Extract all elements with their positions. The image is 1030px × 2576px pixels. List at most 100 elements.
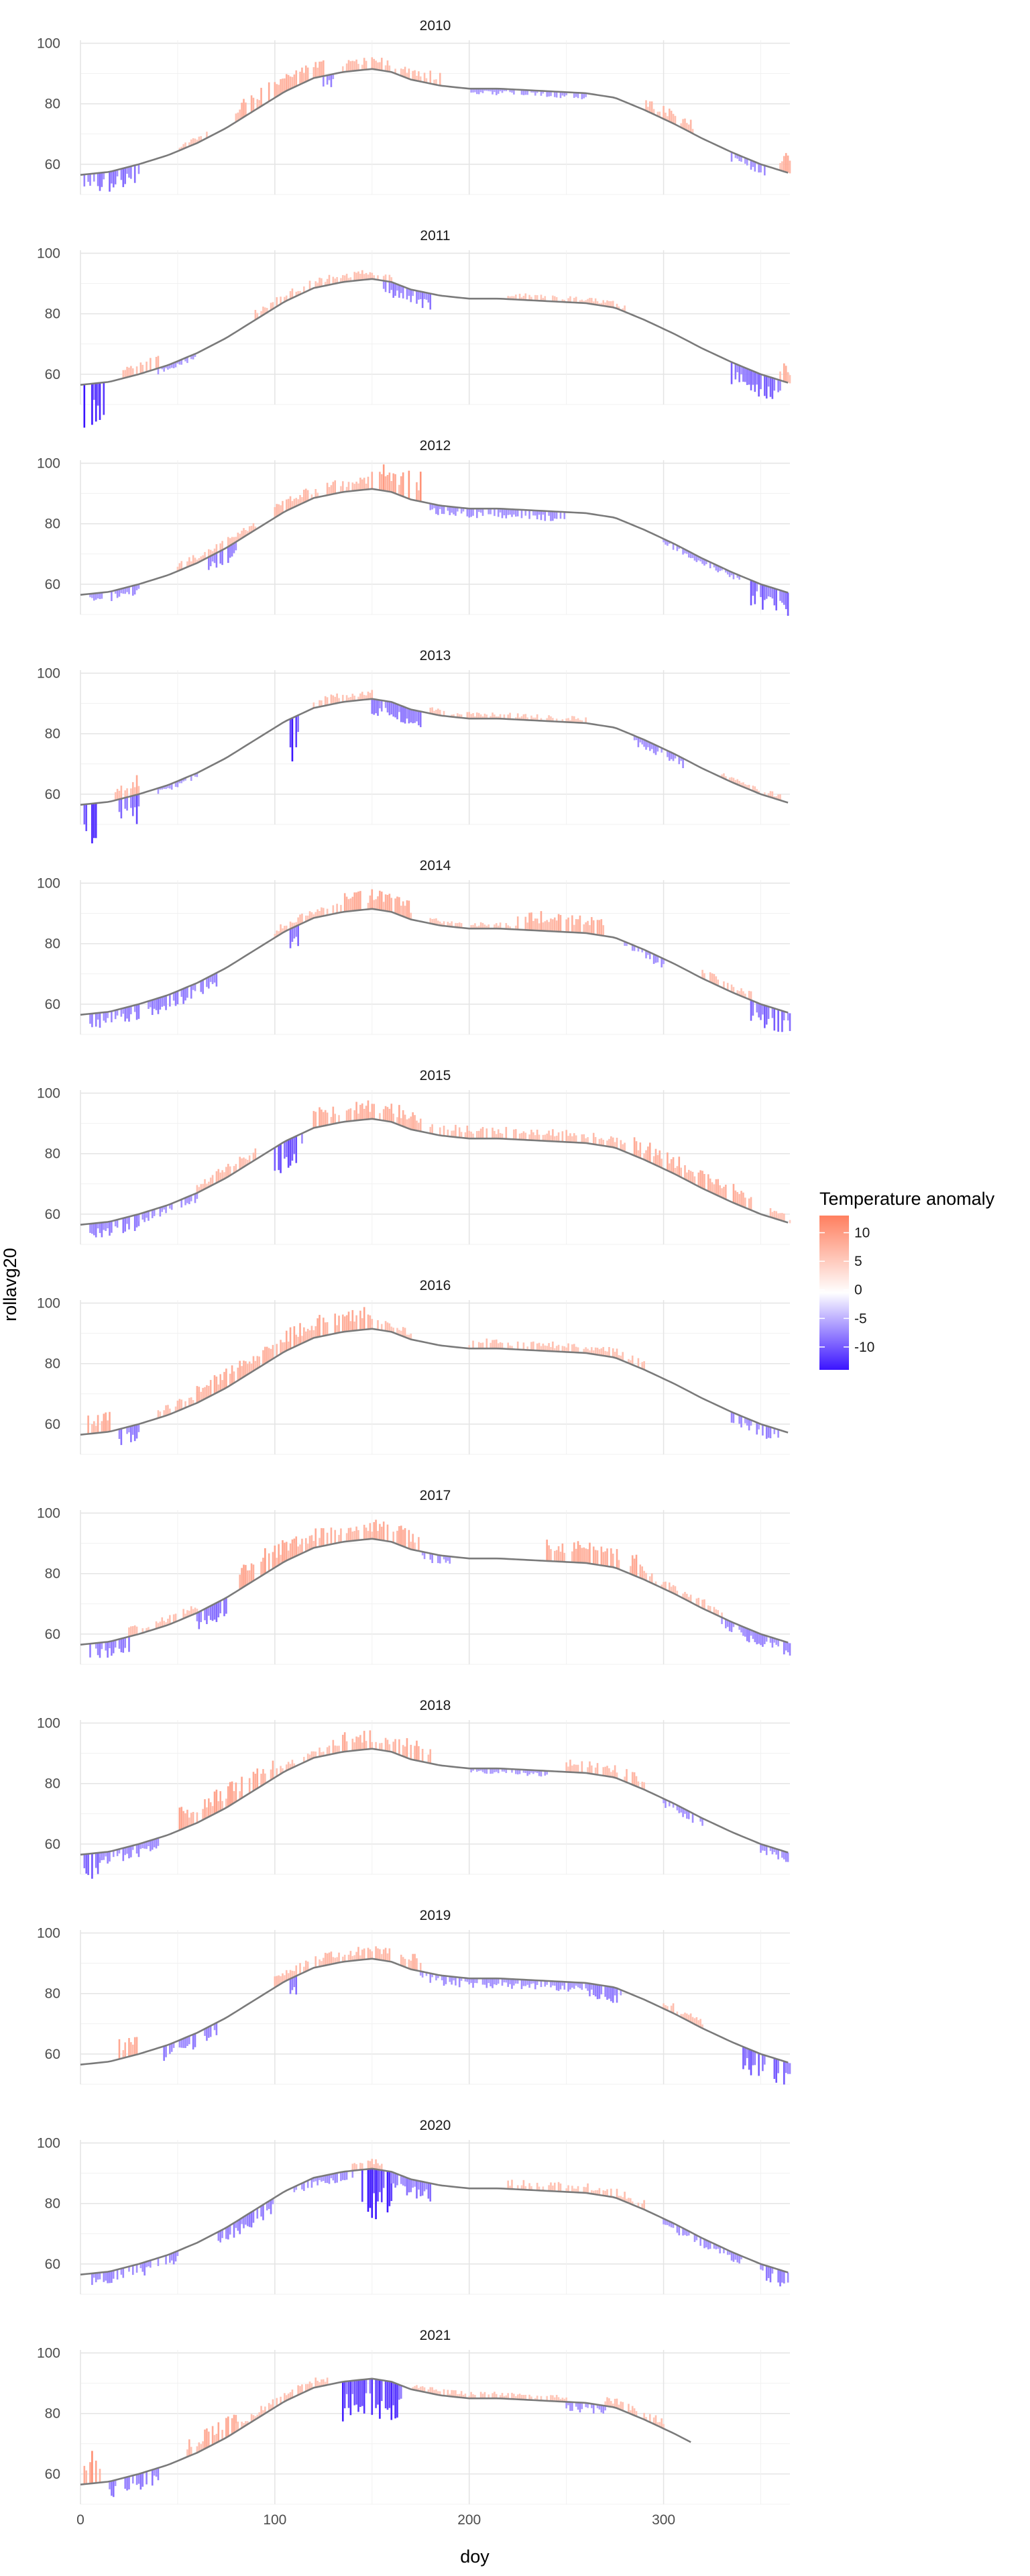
anomaly-bar: [686, 123, 688, 131]
anomaly-bar: [758, 1003, 760, 1018]
anomaly-bar: [312, 67, 315, 78]
anomaly-bar: [227, 2416, 229, 2436]
anomaly-bar: [388, 472, 391, 492]
anomaly-bar: [95, 1013, 97, 1027]
anomaly-bar: [379, 2169, 381, 2192]
anomaly-bar: [95, 1853, 97, 1868]
anomaly-bar: [773, 378, 776, 391]
anomaly-bar: [105, 1642, 107, 1651]
anomaly-bar: [497, 1768, 500, 1774]
anomaly-bar: [369, 1523, 371, 1540]
anomaly-bar: [332, 2174, 335, 2181]
anomaly-bar: [196, 2446, 198, 2453]
anomaly-bar: [384, 1321, 387, 1331]
anomaly-bar: [771, 378, 774, 399]
anomaly-bar: [133, 787, 136, 796]
anomaly-bar: [135, 1004, 138, 1020]
anomaly-bar: [308, 1754, 311, 1760]
anomaly-bar: [744, 158, 746, 164]
anomaly-bar: [184, 777, 186, 781]
anomaly-bar: [752, 1631, 754, 1640]
anomaly-bar: [208, 2431, 210, 2447]
anomaly-bar: [208, 2027, 210, 2038]
anomaly-bar: [303, 1327, 305, 1343]
anomaly-bar: [276, 2398, 278, 2406]
anomaly-bar: [241, 2218, 243, 2224]
anomaly-bar: [481, 1127, 484, 1139]
anomaly-bar: [552, 2185, 554, 2192]
anomaly-bar: [122, 2050, 125, 2058]
anomaly-bar: [777, 2059, 779, 2074]
anomaly-bar: [687, 124, 690, 132]
anomaly-bar: [135, 775, 138, 795]
anomaly-bar: [412, 290, 414, 297]
anomaly-bar: [176, 566, 179, 572]
anomaly-bar: [306, 1544, 309, 1551]
anomaly-bar: [95, 803, 97, 839]
anomaly-bar: [723, 1187, 725, 1199]
anomaly-bar: [587, 1983, 589, 1991]
anomaly-bar: [284, 297, 286, 302]
anomaly-bar: [351, 1738, 354, 1751]
anomaly-bar: [276, 930, 278, 936]
anomaly-bar: [645, 2416, 647, 2421]
anomaly-bar: [602, 1552, 605, 1566]
anomaly-bar: [614, 1765, 616, 1778]
anomaly-bar: [542, 1343, 545, 1351]
anomaly-bar: [221, 1801, 223, 1810]
anomaly-bar: [754, 582, 756, 604]
anomaly-bar: [641, 949, 644, 953]
anomaly-bar: [237, 532, 239, 541]
anomaly-bar: [536, 1129, 538, 1141]
gridlines: [80, 1930, 790, 2085]
anomaly-bar: [206, 1807, 208, 1818]
anomaly-bar: [600, 1985, 603, 1994]
anomaly-bar: [200, 1611, 203, 1623]
anomaly-bar: [581, 93, 583, 99]
anomaly-bar: [314, 488, 317, 498]
anomaly-bar: [304, 65, 307, 82]
anomaly-bar: [135, 1214, 138, 1228]
anomaly-bar: [321, 61, 323, 76]
anomaly-bar: [416, 290, 418, 304]
anomaly-bar: [402, 1110, 404, 1127]
anomaly-bar: [357, 483, 359, 490]
anomaly-bar: [386, 475, 389, 492]
anomaly-bar: [643, 1153, 645, 1160]
anomaly-bar: [371, 1532, 374, 1539]
anomaly-bar: [530, 2396, 532, 2400]
anomaly-bar: [429, 1126, 432, 1134]
anomaly-bar: [287, 74, 290, 90]
anomaly-bar: [101, 592, 103, 599]
anomaly-bar: [321, 1527, 323, 1546]
anomaly-bar: [511, 1769, 513, 1773]
anomaly-bar: [295, 498, 298, 506]
anomaly-bar: [384, 1947, 387, 1961]
anomaly-bar: [514, 1129, 517, 1140]
anomaly-bar: [239, 109, 241, 120]
anomaly-bar: [754, 2051, 756, 2065]
anomaly-bar: [347, 278, 350, 282]
anomaly-bar: [93, 383, 95, 400]
anomaly-bar: [233, 2414, 235, 2433]
anomaly-bar: [287, 498, 290, 510]
anomaly-bar: [455, 507, 457, 516]
anomaly-bar: [278, 1975, 280, 1986]
anomaly-bar: [319, 2382, 321, 2387]
anomaly-bar: [170, 783, 173, 790]
anomaly-bar: [334, 480, 337, 494]
anomaly-bar: [336, 904, 338, 914]
anomaly-bar: [569, 2402, 571, 2411]
anomaly-bar: [137, 164, 140, 174]
anomaly-bar: [589, 1350, 591, 1354]
anomaly-bar: [133, 1005, 136, 1012]
anomaly-bar: [319, 1748, 321, 1757]
anomaly-bar: [550, 1346, 552, 1352]
anomaly-bar: [752, 2051, 754, 2065]
anomaly-bar: [338, 698, 340, 703]
anomaly-bar: [769, 791, 772, 798]
anomaly-bar: [740, 1415, 742, 1428]
anomaly-bar: [499, 922, 502, 929]
anomaly-bar: [433, 710, 435, 714]
